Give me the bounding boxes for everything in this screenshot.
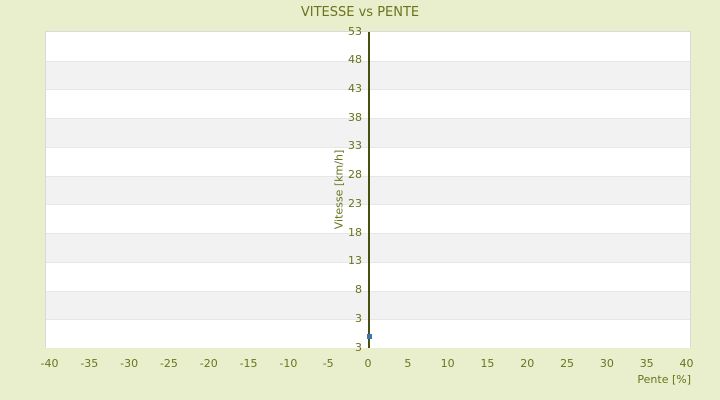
y-axis-title: Vitesse [km/h]	[332, 149, 346, 230]
y-tick-label: 28	[348, 168, 362, 182]
y-tick-label: 43	[348, 81, 362, 95]
x-axis-title: Pente [%]	[637, 373, 691, 386]
plot-area	[45, 31, 691, 348]
y-axis-line	[368, 32, 370, 348]
y-axis-min-label: 3	[355, 340, 362, 354]
x-tick-label: -15	[239, 357, 258, 370]
y-tick-label: 23	[348, 196, 362, 210]
chart-title: VITESSE vs PENTE	[300, 5, 420, 20]
x-tick-label: 10	[440, 357, 455, 370]
x-tick-label: -40	[40, 357, 59, 370]
y-tick-label: 48	[348, 53, 362, 67]
x-tick-label: 0	[364, 357, 372, 370]
y-tick-label: 18	[348, 225, 362, 239]
y-tick-label: 33	[348, 139, 362, 153]
data-point	[366, 334, 372, 339]
x-tick-label: -35	[80, 357, 99, 370]
x-tick-label: -5	[322, 357, 334, 370]
y-tick-label: 38	[348, 110, 362, 124]
x-tick-label: -20	[199, 357, 218, 370]
x-tick-label: 30	[599, 357, 614, 370]
x-tick-label: 5	[404, 357, 412, 370]
x-tick-label: -30	[120, 357, 139, 370]
y-tick-label: 3	[355, 311, 362, 325]
y-tick-label: 8	[355, 283, 362, 297]
x-tick-label: 40	[679, 357, 694, 370]
x-tick-label: 25	[560, 357, 575, 370]
y-tick-label: 13	[348, 254, 362, 268]
x-tick-label: -10	[279, 357, 298, 370]
x-tick-label: 15	[480, 357, 495, 370]
x-tick-label: 20	[520, 357, 535, 370]
y-tick-label: 53	[348, 24, 362, 38]
x-tick-label: 35	[639, 357, 654, 370]
x-tick-label: -25	[159, 357, 178, 370]
